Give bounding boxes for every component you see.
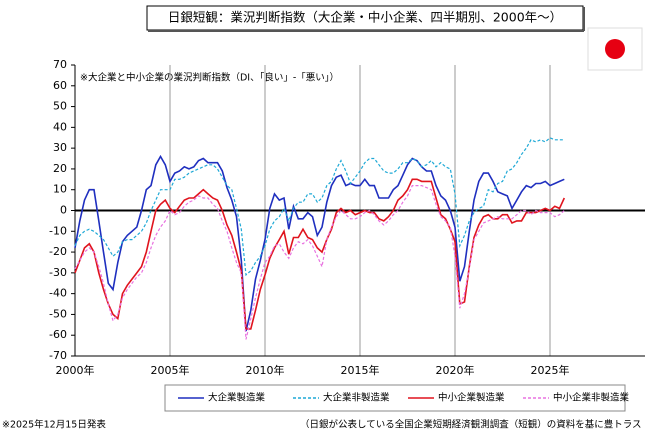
legend-label: 大企業製造業 — [208, 392, 266, 404]
x-tick-label: 2010年 — [246, 363, 285, 377]
y-tick-label: -30 — [49, 266, 67, 279]
y-tick-label: -50 — [49, 307, 67, 320]
y-tick-label: -70 — [49, 349, 67, 362]
x-tick-label: 2005年 — [151, 363, 190, 377]
legend-label: 大企業非製造業 — [323, 392, 390, 404]
title-box — [146, 5, 584, 31]
series-line — [74, 185, 565, 340]
y-tick-label: 50 — [53, 100, 67, 113]
series-line — [74, 154, 565, 332]
x-tick-label: 2000年 — [56, 363, 95, 377]
series-line — [74, 178, 566, 330]
x-tick-label: 2020年 — [436, 363, 475, 377]
y-tick-label: 30 — [53, 141, 67, 154]
y-tick-label: 70 — [53, 58, 67, 71]
y-tick-label: -40 — [49, 287, 67, 300]
x-tick-label: 2015年 — [341, 363, 380, 377]
annotation: ※大企業と中小企業の業況判断指数（DI、「良い」-「悪い」） — [80, 72, 339, 84]
legend-label: 中小企業非製造業 — [553, 392, 630, 404]
y-tick-label: 10 — [53, 183, 67, 196]
flag-sun — [605, 39, 625, 59]
y-tick-label: -60 — [49, 328, 67, 341]
chart-title: 日銀短観：業況判断指数（大企業・中小企業、四半期別、2000年～） — [168, 10, 562, 25]
y-tick-label: 40 — [53, 120, 67, 133]
x-tick-label: 2025年 — [531, 363, 570, 377]
y-tick-label: -10 — [49, 224, 67, 237]
footnote: ※2025年12月15日発表 — [2, 419, 106, 431]
y-tick-label: 0 — [60, 204, 67, 217]
series-line — [74, 137, 565, 277]
y-tick-label: 60 — [53, 79, 67, 92]
footnote: （日銀が公表している全国企業短期経済観測調査（短観）の資料を基に豊トラス — [300, 419, 642, 431]
y-tick-label: 20 — [53, 162, 67, 175]
y-tick-label: -20 — [49, 245, 67, 258]
legend-label: 中小企業製造業 — [438, 392, 505, 404]
